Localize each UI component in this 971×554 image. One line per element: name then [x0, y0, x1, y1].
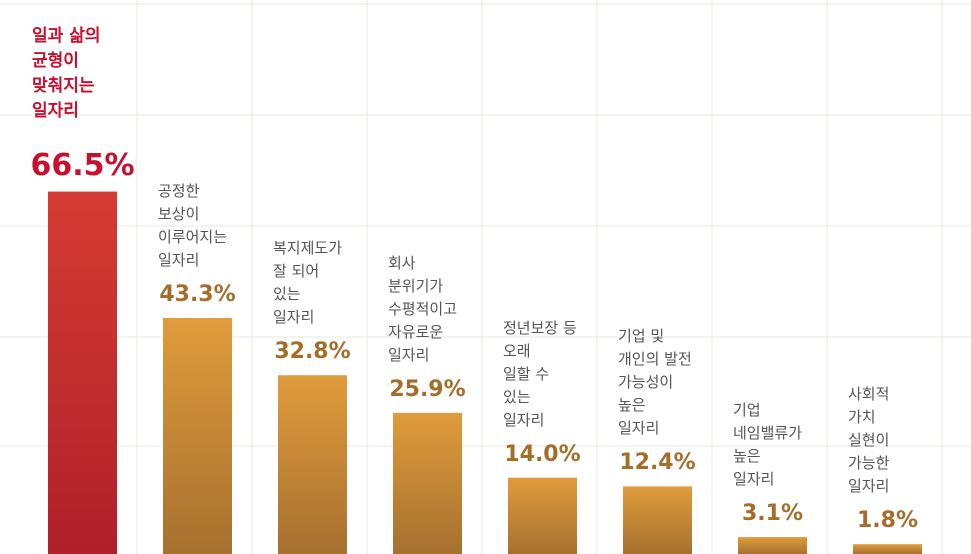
bar	[163, 318, 232, 554]
category-label: 일과 삶의 균형이 맞춰지는 일자리	[32, 25, 101, 121]
value-label: 14.0%	[504, 441, 581, 467]
bar	[48, 191, 117, 554]
value-label: 12.4%	[619, 450, 696, 476]
bar	[853, 544, 922, 554]
category-label: 복지제도가 잘 되어 있는 일자리	[273, 239, 343, 327]
value-label: 32.8%	[274, 339, 351, 365]
category-label: 회사 분위기가 수평적이고 자유로운 일자리	[388, 253, 458, 364]
value-label: 66.5%	[30, 147, 135, 183]
category-label: 기업 네임밸류가 높은 일자리	[733, 401, 803, 489]
value-label: 43.3%	[159, 282, 236, 307]
category-label: 기업 및 개인의 발전 가능성이 높은 일자리	[618, 327, 692, 438]
category-label: 사회적 가치 실현이 가능한 일자리	[848, 385, 890, 496]
value-label: 1.8%	[856, 508, 918, 534]
bar	[623, 486, 692, 554]
value-label: 25.9%	[389, 376, 466, 402]
bar	[393, 412, 462, 554]
bar	[738, 537, 807, 554]
bar	[508, 477, 577, 554]
category-label: 정년보장 등 오래 일할 수 있는 일자리	[503, 318, 577, 429]
category-label: 공정한 보상이 이루어지는 일자리	[158, 182, 228, 270]
value-label: 3.1%	[741, 501, 803, 527]
bar	[278, 375, 347, 554]
